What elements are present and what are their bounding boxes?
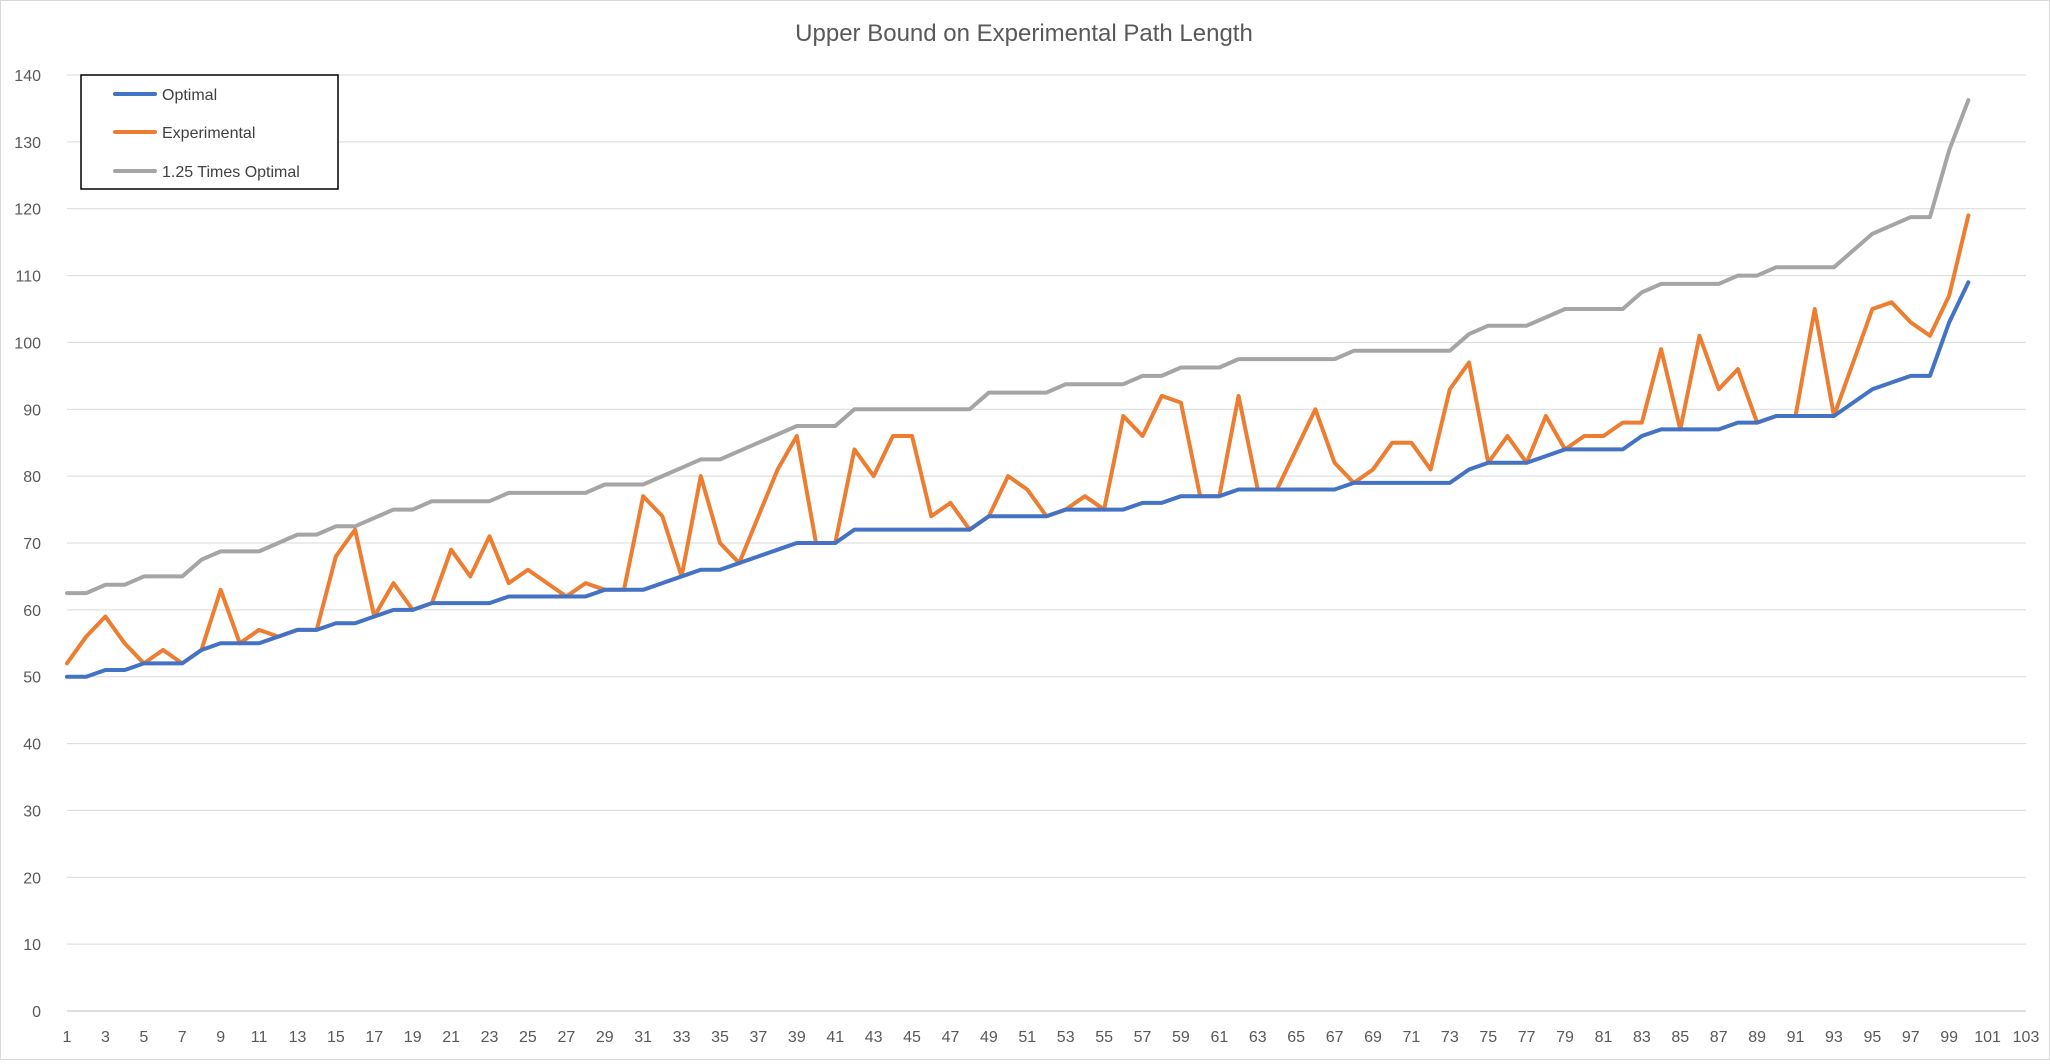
x-tick-label: 31 <box>634 1029 652 1046</box>
y-tick-label: 110 <box>15 269 41 286</box>
y-tick-label: 50 <box>23 670 41 687</box>
x-tick-label: 73 <box>1441 1029 1459 1046</box>
x-tick-label: 33 <box>673 1029 691 1046</box>
y-tick-label: 20 <box>23 870 41 887</box>
x-tick-label: 87 <box>1710 1029 1728 1046</box>
x-tick-label: 25 <box>519 1029 537 1046</box>
y-tick-label: 60 <box>23 603 41 620</box>
y-tick-label: 30 <box>23 803 41 820</box>
x-tick-label: 89 <box>1748 1029 1766 1046</box>
legend-label: 1.25 Times Optimal <box>162 164 300 181</box>
x-tick-label: 23 <box>481 1029 499 1046</box>
x-tick-label: 5 <box>139 1029 148 1046</box>
series-line-experimental <box>65 213 1971 666</box>
x-tick-label: 7 <box>178 1029 187 1046</box>
x-tick-label: 11 <box>251 1029 268 1046</box>
y-tick-label: 70 <box>23 536 41 553</box>
x-tick-label: 61 <box>1210 1029 1228 1046</box>
x-tick-label: 13 <box>289 1029 307 1046</box>
legend-label: Optimal <box>162 87 217 104</box>
series-line-1-25-times-optimal <box>65 98 1971 596</box>
x-tick-label: 69 <box>1364 1029 1382 1046</box>
x-tick-label: 35 <box>711 1029 729 1046</box>
y-tick-label: 100 <box>14 335 41 352</box>
x-tick-label: 47 <box>942 1029 960 1046</box>
y-tick-label: 120 <box>14 202 41 219</box>
x-tick-label: 55 <box>1095 1029 1113 1046</box>
x-tick-label: 59 <box>1172 1029 1190 1046</box>
x-tick-label: 21 <box>442 1029 460 1046</box>
x-tick-label: 77 <box>1518 1029 1536 1046</box>
x-tick-label: 53 <box>1057 1029 1075 1046</box>
x-tick-label: 29 <box>596 1029 614 1046</box>
x-tick-label: 17 <box>365 1029 383 1046</box>
x-tick-label: 49 <box>980 1029 998 1046</box>
x-tick-label: 93 <box>1825 1029 1843 1046</box>
x-tick-label: 63 <box>1249 1029 1267 1046</box>
x-tick-label: 41 <box>826 1029 844 1046</box>
x-tick-label: 101 <box>1974 1029 2001 1046</box>
x-tick-label: 67 <box>1326 1029 1344 1046</box>
x-tick-label: 97 <box>1902 1029 1920 1046</box>
x-tick-label: 99 <box>1940 1029 1958 1046</box>
x-tick-label: 39 <box>788 1029 806 1046</box>
x-tick-label: 85 <box>1671 1029 1689 1046</box>
x-tick-label: 65 <box>1287 1029 1305 1046</box>
y-tick-label: 10 <box>23 937 41 954</box>
x-tick-label: 83 <box>1633 1029 1651 1046</box>
x-tick-label: 91 <box>1787 1029 1805 1046</box>
x-tick-label: 1 <box>63 1029 72 1046</box>
y-tick-label: 40 <box>23 737 41 754</box>
x-tick-label: 81 <box>1595 1029 1613 1046</box>
x-tick-label: 9 <box>216 1029 225 1046</box>
x-tick-label: 45 <box>903 1029 921 1046</box>
x-tick-label: 103 <box>2013 1029 2040 1046</box>
y-tick-label: 90 <box>23 402 41 419</box>
y-tick-label: 130 <box>14 135 41 152</box>
x-tick-label: 3 <box>101 1029 110 1046</box>
x-tick-label: 15 <box>327 1029 345 1046</box>
x-tick-label: 37 <box>750 1029 768 1046</box>
x-tick-label: 27 <box>557 1029 575 1046</box>
y-tick-label: 0 <box>32 1004 41 1021</box>
y-tick-label: 80 <box>23 469 41 486</box>
x-tick-label: 43 <box>865 1029 883 1046</box>
x-tick-label: 71 <box>1403 1029 1421 1046</box>
x-tick-label: 75 <box>1479 1029 1497 1046</box>
legend-label: Experimental <box>162 125 255 142</box>
x-tick-label: 19 <box>404 1029 422 1046</box>
x-tick-label: 95 <box>1863 1029 1881 1046</box>
chart-title: Upper Bound on Experimental Path Length <box>795 20 1253 47</box>
x-tick-label: 57 <box>1134 1029 1152 1046</box>
x-tick-label: 79 <box>1556 1029 1574 1046</box>
x-tick-label: 51 <box>1018 1029 1036 1046</box>
y-tick-label: 140 <box>14 68 41 85</box>
legend: Optimal Experimental 1.25 Times Optimal <box>80 74 339 190</box>
series-line-optimal <box>65 280 1971 679</box>
